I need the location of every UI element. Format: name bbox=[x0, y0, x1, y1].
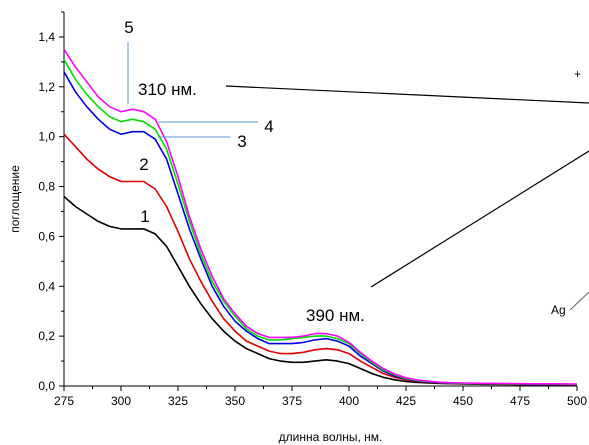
x-tick-label: 275 bbox=[54, 394, 74, 408]
inset-plus-mark: + bbox=[574, 67, 581, 81]
x-tick-label: 300 bbox=[111, 394, 131, 408]
series-label-1: 1 bbox=[140, 207, 149, 226]
y-tick-label: 0,0 bbox=[38, 379, 55, 393]
series-label-2: 2 bbox=[139, 155, 148, 174]
x-tick-label: 350 bbox=[225, 394, 245, 408]
series-lines bbox=[63, 48, 578, 386]
y-tick-label: 1,0 bbox=[38, 130, 55, 144]
series-line-5 bbox=[63, 48, 578, 385]
peak-310-label: 310 нм. bbox=[138, 80, 197, 99]
pointer-line-310 bbox=[225, 85, 589, 104]
x-tick-label: 400 bbox=[339, 394, 359, 408]
series-label-5: 5 bbox=[124, 18, 133, 37]
y-tick-label: 1,4 bbox=[38, 30, 55, 44]
x-tick-label: 425 bbox=[396, 394, 416, 408]
y-tick-label: 0,2 bbox=[38, 329, 55, 343]
y-axis-title: поглощение bbox=[8, 165, 22, 233]
y-tick-label: 0,4 bbox=[38, 279, 55, 293]
peak-390-label: 390 нм. bbox=[306, 306, 365, 325]
x-tick-label: 325 bbox=[168, 394, 188, 408]
y-tick-label: 0,6 bbox=[38, 229, 55, 243]
x-tick-label: 475 bbox=[510, 394, 530, 408]
series-label-3: 3 bbox=[237, 132, 246, 151]
tick-labels: 275 300 325 350 375 400 425 450 475 500 0,0 0,2 0,4 0… bbox=[8, 30, 587, 444]
x-tick-label: 450 bbox=[453, 394, 473, 408]
inset-ag-leader bbox=[569, 291, 589, 311]
pointer-line-390 bbox=[370, 150, 589, 288]
y-tick-label: 1,2 bbox=[38, 80, 55, 94]
inset-ag-label: Ag bbox=[551, 303, 566, 317]
x-tick-label: 375 bbox=[282, 394, 302, 408]
axes bbox=[59, 11, 578, 391]
annotations: 1 2 34 5 310 нм. 390 нм. + Ag bbox=[124, 18, 589, 325]
y-tick-label: 0,8 bbox=[38, 180, 55, 194]
series-label-4: 4 bbox=[264, 117, 273, 136]
x-axis-title: длинна волны, нм. bbox=[279, 430, 383, 444]
x-tick-label: 500 bbox=[567, 394, 587, 408]
